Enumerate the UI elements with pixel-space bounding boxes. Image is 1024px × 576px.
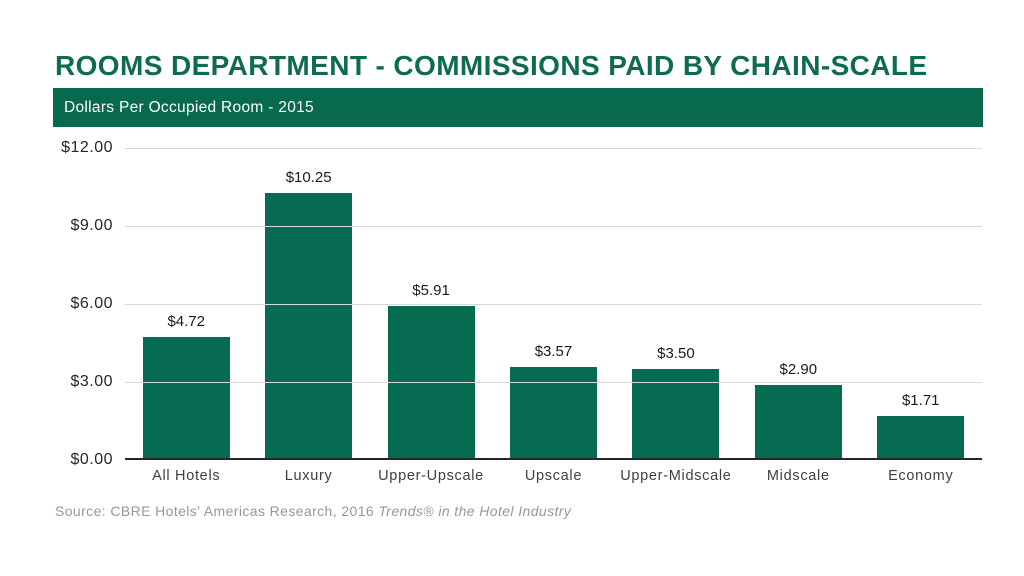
bar bbox=[142, 337, 230, 458]
category-label: Economy bbox=[888, 468, 954, 484]
y-tick-label: $3.00 bbox=[70, 373, 113, 390]
gridline bbox=[125, 226, 982, 227]
y-tick-label: $6.00 bbox=[70, 295, 113, 312]
source-text: Source: CBRE Hotels' Americas Research, … bbox=[55, 503, 379, 519]
subtitle-text: Dollars Per Occupied Room - 2015 bbox=[64, 98, 314, 116]
value-label: $1.71 bbox=[901, 392, 940, 409]
gridline bbox=[125, 382, 982, 383]
value-label: $3.50 bbox=[657, 345, 695, 362]
category-label: All Hotels bbox=[152, 468, 221, 484]
y-tick-label: $12.00 bbox=[61, 139, 113, 156]
x-axis-labels: All Hotels Luxury Upper-Upscale Upscale Uppe… bbox=[125, 468, 982, 490]
bar-slot: $3.57 bbox=[492, 343, 614, 458]
bar-slot: $2.90 bbox=[737, 361, 859, 458]
bar bbox=[509, 367, 597, 458]
x-axis-line bbox=[125, 458, 982, 460]
source-note: Source: CBRE Hotels' Americas Research, … bbox=[55, 503, 571, 519]
y-tick-label: $0.00 bbox=[70, 451, 113, 468]
bar bbox=[754, 385, 842, 458]
value-label: $10.25 bbox=[285, 169, 332, 186]
bar-slot: $4.72 bbox=[125, 313, 247, 458]
category-label: Upper-Midscale bbox=[620, 468, 732, 484]
bar bbox=[632, 369, 720, 458]
y-axis: $12.00 $9.00 $6.00 $3.00 $0.00 bbox=[33, 139, 113, 468]
value-label: $3.57 bbox=[534, 343, 573, 360]
gridline bbox=[125, 304, 982, 305]
value-label: $5.91 bbox=[412, 282, 450, 299]
y-tick-label: $9.00 bbox=[70, 217, 113, 234]
bar bbox=[877, 416, 965, 458]
subtitle-banner: Dollars Per Occupied Room - 2015 bbox=[53, 88, 983, 127]
bar-series: $4.72 $10.25 $5.91 $3.57 $3.50 $2.90 $1.71 bbox=[125, 148, 982, 458]
gridline bbox=[125, 148, 982, 149]
category-label: Luxury bbox=[284, 468, 333, 484]
page-title: ROOMS DEPARTMENT - COMMISSIONS PAID BY C… bbox=[55, 50, 928, 81]
category-label: Upper-Upscale bbox=[378, 468, 484, 484]
category-label: Upscale bbox=[524, 468, 583, 484]
bar-slot: $3.50 bbox=[615, 345, 737, 458]
value-label: $2.90 bbox=[779, 361, 818, 378]
plot-area: $4.72 $10.25 $5.91 $3.57 $3.50 $2.90 $1.71 bbox=[125, 148, 982, 460]
bar-slot: $10.25 bbox=[247, 169, 369, 458]
source-publication: Trends® in the Hotel Industry bbox=[378, 503, 572, 519]
value-label: $4.72 bbox=[167, 313, 205, 330]
bar-slot: $5.91 bbox=[370, 282, 492, 458]
bar bbox=[265, 193, 353, 458]
category-label: Midscale bbox=[766, 468, 830, 484]
bar-slot: $1.71 bbox=[860, 392, 982, 458]
